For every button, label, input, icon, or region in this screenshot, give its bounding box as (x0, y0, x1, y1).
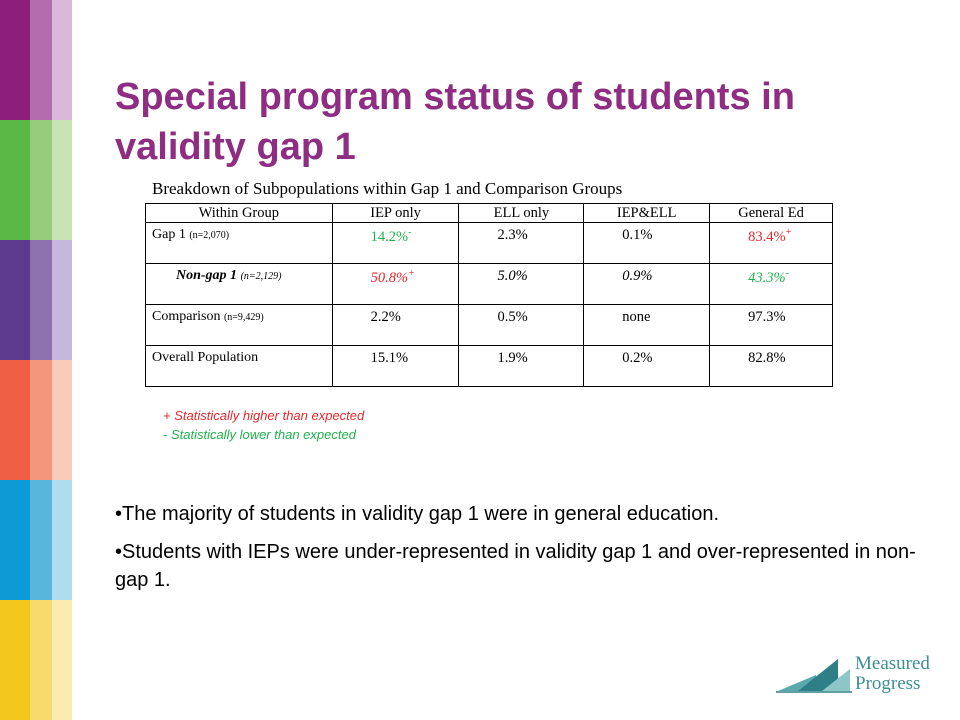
header-general-ed: General Ed (709, 203, 833, 223)
stripe-cell (30, 480, 52, 600)
cell-value: 0.5% (497, 309, 528, 325)
stripe-cell (52, 600, 72, 720)
stripe-row (0, 240, 72, 360)
stripe-row (0, 0, 72, 120)
table-row: Gap 1 (n=2,070) 14.2%- 2.3% 0.1% 83.4%+ (145, 222, 833, 264)
stripe-cell (0, 360, 30, 480)
row-label: Gap 1 (n=2,070) (145, 222, 333, 264)
bullet-list: •The majority of students in validity ga… (115, 500, 925, 604)
table-row: Overall Population 15.1% 1.9% 0.2% 82.8% (145, 345, 833, 387)
cell-value: 2.3% (497, 227, 528, 243)
stripe-cell (0, 480, 30, 600)
subpopulation-table: Within Group IEP only ELL only IEP&ELL G… (145, 203, 833, 387)
stripe-cell (52, 360, 72, 480)
measured-progress-logo-icon (776, 659, 852, 693)
table-header-row: Within Group IEP only ELL only IEP&ELL G… (145, 203, 833, 223)
legend-lower: - Statistically lower than expected (163, 427, 356, 442)
row-label-text: Non-gap 1 (176, 268, 238, 283)
row-label-text: Overall Population (152, 350, 259, 365)
stripe-cell (52, 240, 72, 360)
legend-higher: + Statistically higher than expected (163, 408, 365, 423)
table-cell: 0.2% (583, 345, 711, 387)
table-cell: 43.3%- (709, 263, 833, 305)
row-label: Comparison (n=9,429) (145, 304, 333, 346)
bullet-point: •The majority of students in validity ga… (115, 503, 720, 525)
stripe-cell (0, 0, 30, 120)
stripe-cell (30, 600, 52, 720)
cell-value: 0.1% (622, 227, 653, 243)
stripe-row (0, 600, 72, 720)
table-row: Comparison (n=9,429) 2.2% 0.5% none 97.3… (145, 304, 833, 346)
cell-value: 83.4% (748, 229, 786, 245)
row-label: Non-gap 1 (n=2,129) (145, 263, 333, 305)
stripe-row (0, 360, 72, 480)
table-cell: 0.1% (583, 222, 711, 264)
stripe-row (0, 480, 72, 600)
table-cell: 82.8% (709, 345, 833, 387)
cell-value: 97.3% (748, 309, 786, 325)
cell-value: 15.1% (370, 350, 409, 366)
table-cell: none (583, 304, 711, 346)
cell-value: 43.3% (748, 270, 786, 286)
cell-value: 50.8% (370, 270, 409, 286)
row-n: (n=2,129) (240, 271, 282, 282)
cell-value: 1.9% (497, 350, 528, 366)
header-within-group: Within Group (145, 203, 333, 223)
stripe-cell (52, 120, 72, 240)
table-cell: 15.1% (331, 345, 460, 387)
table-cell: 2.3% (458, 222, 585, 264)
table-cell: 83.4%+ (709, 222, 833, 264)
row-n: (n=2,070) (189, 230, 230, 241)
row-label-text: Comparison (152, 309, 221, 324)
table-cell: 5.0% (458, 263, 585, 305)
row-label-text: Gap 1 (152, 227, 186, 242)
table-cell: 0.5% (458, 304, 585, 346)
cell-value: 14.2% (370, 229, 409, 245)
cell-value: 0.2% (622, 350, 653, 366)
row-n: (n=9,429) (223, 312, 264, 323)
stripe-cell (0, 240, 30, 360)
significance-mark: - (785, 268, 789, 279)
significance-mark: + (785, 227, 792, 238)
table-cell: 14.2%- (331, 222, 460, 264)
logo-text: Measured Progress (855, 654, 930, 694)
table-cell: 50.8%+ (331, 263, 460, 305)
table-cell: 0.9% (583, 263, 711, 305)
stripe-cell (30, 360, 52, 480)
stripe-cell (0, 600, 30, 720)
stripe-cell (52, 0, 72, 120)
stripe-cell (30, 120, 52, 240)
cell-value: 5.0% (497, 268, 528, 284)
cell-value: 0.9% (622, 268, 653, 284)
significance-mark: - (408, 227, 412, 238)
significance-mark: + (408, 268, 415, 279)
stripe-cell (30, 240, 52, 360)
row-label: Overall Population (145, 345, 333, 387)
decorative-color-stripes (0, 0, 72, 720)
stripe-cell (0, 120, 30, 240)
table-cell: 2.2% (331, 304, 460, 346)
stripe-cell (52, 480, 72, 600)
cell-value: none (622, 309, 651, 325)
stripe-row (0, 120, 72, 240)
stripe-cell (30, 0, 52, 120)
slide-title: Special program status of students in va… (115, 76, 795, 168)
table-row: Non-gap 1 (n=2,129) 50.8%+ 5.0% 0.9% 43.… (145, 263, 833, 305)
header-iep-only: IEP only (331, 203, 460, 223)
header-ell-only: ELL only (458, 203, 585, 223)
logo-line-1: Measured (855, 653, 930, 674)
table-cell: 1.9% (458, 345, 585, 387)
table-caption: Breakdown of Subpopulations within Gap 1… (152, 179, 623, 198)
logo-line-2: Progress (855, 673, 921, 694)
bullet-point: •Students with IEPs were under-represent… (115, 541, 916, 591)
cell-value: 82.8% (748, 350, 786, 366)
significance-legend: + Statistically higher than expected - S… (163, 406, 364, 444)
cell-value: 2.2% (370, 309, 401, 325)
table-cell: 97.3% (709, 304, 833, 346)
header-iep-ell: IEP&ELL (583, 203, 711, 223)
